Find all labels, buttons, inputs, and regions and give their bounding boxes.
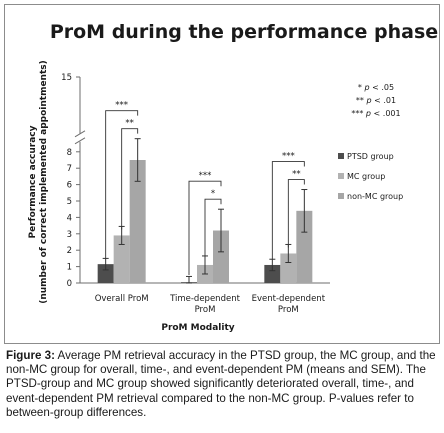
y-tick-label: 6: [67, 181, 72, 191]
significance-label: ***: [199, 171, 212, 181]
x-tick-label: Overall ProM: [95, 294, 149, 304]
significance-label: ***: [115, 101, 128, 111]
bar-mc-group: [113, 235, 130, 283]
y-axis-title-line2: (number of correct implemented appointme…: [39, 60, 49, 304]
p-value-key: * p < .05 ** p < .01 *** p < .001: [351, 83, 400, 118]
significance-bracket: [188, 180, 222, 275]
x-tick-label: ProM: [278, 305, 299, 315]
y-tick-label-break: 15: [61, 73, 72, 83]
chart-title: ProM during the performance phase: [50, 21, 438, 43]
y-axis-title: Performance accuracy (number of correct …: [28, 60, 49, 304]
y-tick-label: 1: [67, 263, 72, 273]
caption-label: Figure 3:: [6, 349, 55, 362]
x-tick-label: Event-dependent: [252, 294, 326, 304]
chart-border: [4, 4, 440, 344]
bar-ptsd-group: [97, 264, 114, 283]
caption-text: Average PM retrieval accuracy in the PTS…: [6, 349, 436, 419]
bar-mc-group: [280, 253, 297, 283]
significance-label: **: [292, 170, 301, 180]
x-tick-label: Time-dependent: [169, 294, 241, 304]
y-tick-label: 8: [67, 148, 72, 158]
significance-bracket: [105, 110, 139, 259]
p-value-key-item: * p < .05: [358, 83, 394, 92]
significance-label: **: [125, 119, 134, 129]
legend-label: non-MC group: [347, 192, 403, 201]
p-value-key-item: *** p < .001: [351, 109, 400, 118]
chart-panel: ProM during the performance phase Perfor…: [4, 4, 440, 344]
y-axis-title-line1: Performance accuracy: [28, 125, 38, 238]
x-tick-label: ProM: [195, 305, 216, 315]
bar-non-mc-group: [296, 210, 313, 283]
axis-break-mark: [74, 137, 86, 145]
y-tick-label: 0: [67, 279, 72, 289]
significance-label: ***: [282, 152, 295, 162]
y-tick-label: 5: [67, 197, 72, 207]
legend-label: PTSD group: [347, 152, 394, 161]
significance-bracket: [204, 198, 222, 259]
significance-bracket: [287, 179, 305, 248]
p-value-key-item: ** p < .01: [356, 96, 396, 105]
x-tick-labels: Overall ProM Time-dependentProMEvent-depe…: [95, 294, 326, 315]
bar-marks: [97, 138, 313, 284]
y-tick-label: 2: [67, 246, 72, 256]
legend-swatch: [338, 193, 344, 199]
legend-label: MC group: [347, 172, 385, 181]
bar-non-mc-group: [129, 160, 146, 283]
figure-caption: Figure 3: Average PM retrieval accuracy …: [6, 349, 438, 420]
axis-break-mark: [74, 130, 86, 138]
significance-bracket: [121, 128, 139, 230]
legend-swatch: [338, 173, 344, 179]
axes: 0 1 2 3 4 5 6 7 8 15: [61, 73, 330, 289]
x-axis-title: ProM Modality: [161, 323, 234, 333]
y-tick-label: 3: [67, 230, 72, 240]
significance-brackets: **************: [105, 101, 305, 275]
legend: PTSD group MC group non-MC group: [338, 152, 403, 201]
bar-ptsd-group: [264, 264, 281, 283]
legend-swatch: [338, 153, 344, 159]
y-tick-label: 7: [67, 164, 72, 174]
y-tick-label: 4: [67, 213, 72, 223]
significance-label: *: [211, 189, 215, 199]
bar-non-mc-group: [213, 230, 229, 283]
significance-bracket: [271, 161, 305, 259]
